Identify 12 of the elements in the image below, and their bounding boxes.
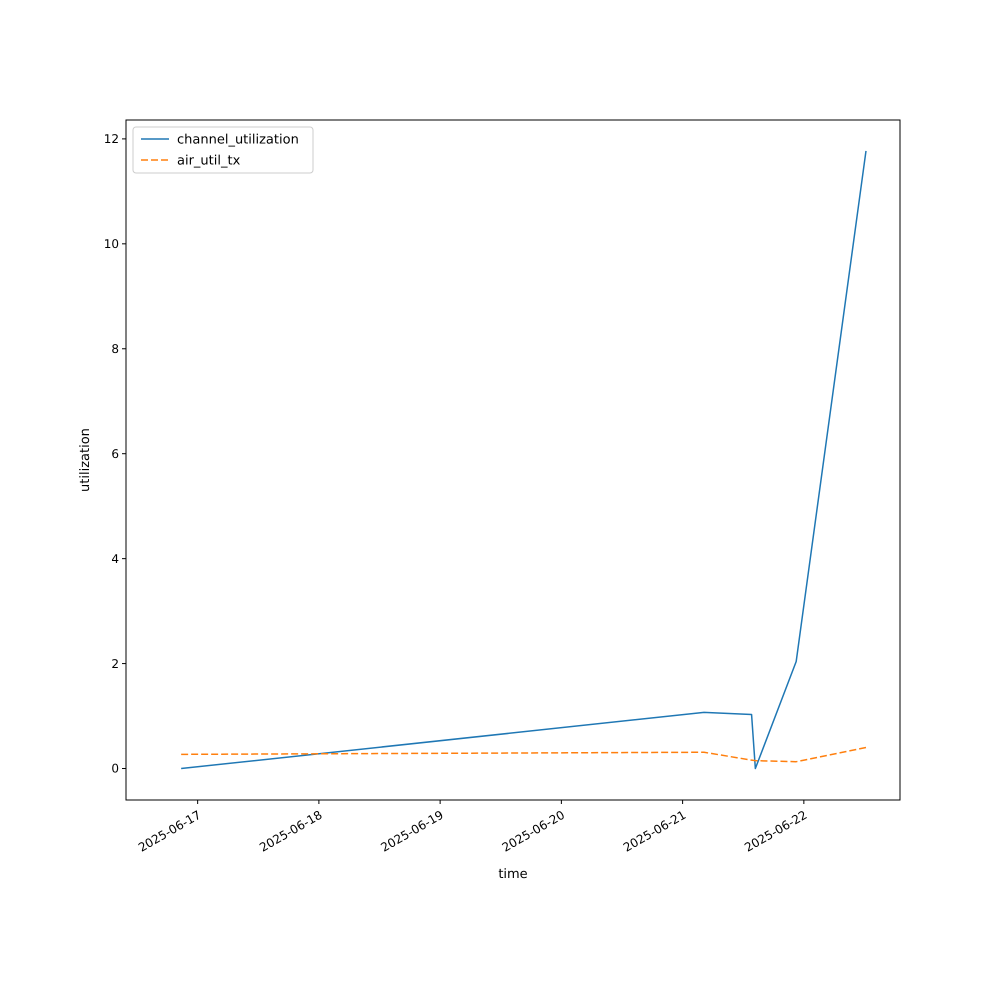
y-tick-label: 12 xyxy=(104,132,119,146)
y-axis-title: utilization xyxy=(78,428,93,492)
legend-label: air_util_tx xyxy=(177,154,241,169)
line-series xyxy=(180,746,867,762)
y-tick-label: 0 xyxy=(111,762,119,776)
y-tick-label: 4 xyxy=(111,552,119,566)
y-tick-label: 10 xyxy=(104,237,119,252)
legend-label: channel_utilization xyxy=(177,132,299,148)
x-axis-title: time xyxy=(498,867,528,882)
y-tick-label: 8 xyxy=(111,342,119,356)
y-tick-label: 6 xyxy=(111,446,119,461)
y-tick-label: 2 xyxy=(111,656,119,671)
